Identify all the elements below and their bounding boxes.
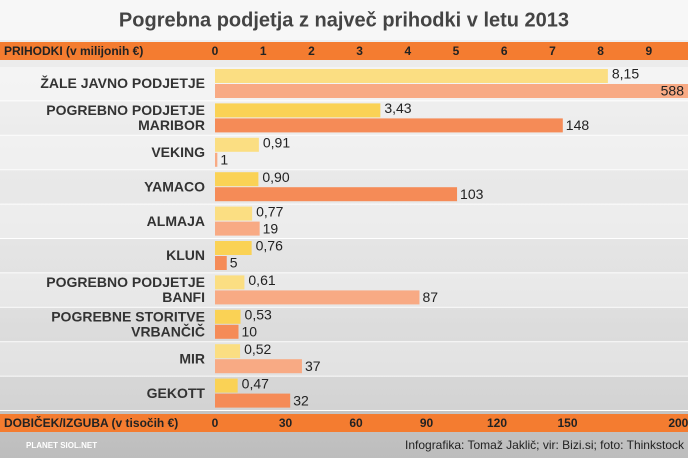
- revenue-label: 0,77: [256, 203, 283, 219]
- chart-title: Pogrebna podjetja z največ prihodki v le…: [119, 9, 569, 31]
- bottom-tick-label: 150: [557, 416, 577, 430]
- revenue-bar: [215, 275, 245, 290]
- bottom-tick-label: 200 ...: [668, 416, 688, 430]
- row-background: [0, 239, 688, 273]
- category-label: MIR: [179, 350, 205, 366]
- profit-label: 1: [220, 152, 228, 168]
- profit-label: 19: [263, 220, 279, 236]
- revenue-bar: [215, 241, 252, 255]
- revenue-label: 0,61: [248, 272, 275, 288]
- category-label: ŽALE JAVNO PODJETJE: [40, 74, 205, 91]
- revenue-bar: [215, 206, 253, 221]
- top-tick-label: 8: [597, 44, 604, 58]
- revenue-bar: [215, 103, 381, 118]
- top-tick-label: 7: [549, 44, 556, 58]
- bottom-tick-label: 60: [349, 416, 363, 430]
- profit-bar: [215, 324, 239, 339]
- bottom-axis-title: DOBIČEK/IZGUBA (v tisočih €): [4, 415, 178, 430]
- profit-label: 588: [661, 83, 685, 99]
- row-background: [0, 170, 688, 204]
- top-axis-title: PRIHODKI (v milijonih €): [4, 44, 143, 58]
- top-tick-label: 1: [260, 44, 267, 58]
- profit-bar: [215, 187, 458, 202]
- top-tick-label: 2: [308, 44, 315, 58]
- category-label: POGREBNO PODJETJE BANFI: [46, 274, 205, 305]
- top-axis-band: [0, 42, 688, 60]
- top-tick-label: 0: [212, 44, 219, 58]
- category-label: ALMAJA: [147, 213, 205, 229]
- top-tick-label: 4: [404, 44, 411, 58]
- profit-label: 148: [566, 117, 590, 133]
- bottom-tick-label: 30: [279, 416, 293, 430]
- title-band: [0, 0, 688, 40]
- category-label: POGREBNE STORITVE VRBANČIČ: [51, 308, 205, 339]
- profit-label: 10: [242, 324, 258, 340]
- source: Infografika: Tomaž Jaklič; vir: Bizi.si;…: [405, 438, 685, 452]
- row-background: [0, 67, 688, 101]
- profit-label: 37: [305, 358, 321, 374]
- revenue-label: 8,15: [612, 66, 639, 82]
- bottom-tick-label: 120: [487, 416, 507, 430]
- row-background: [0, 307, 688, 342]
- category-label: KLUN: [166, 247, 205, 263]
- revenue-bar: [215, 344, 241, 359]
- profit-bar: [215, 221, 260, 236]
- profit-label: 87: [422, 289, 438, 305]
- bottom-tick-label: 0: [212, 416, 219, 430]
- category-label: POGREBNO PODJETJE MARIBOR: [46, 102, 205, 133]
- profit-bar: [215, 152, 218, 167]
- row-background: [0, 135, 688, 170]
- profit-label: 32: [293, 392, 309, 408]
- profit-bar: [215, 290, 420, 305]
- plot: [215, 69, 688, 408]
- profit-bar: [215, 393, 291, 408]
- bottom-tick-label: 90: [420, 416, 434, 430]
- revenue-label: 0,91: [263, 135, 290, 151]
- row-background: [0, 273, 688, 307]
- category-label: YAMACO: [144, 178, 205, 194]
- top-tick-label: 9: [646, 44, 653, 58]
- revenue-bar: [215, 137, 259, 152]
- category-label: VEKING: [151, 144, 205, 160]
- revenue-bar: [215, 309, 241, 324]
- top-tick-label: 5: [453, 44, 460, 58]
- profit-bar: [215, 256, 227, 270]
- profit-label: 5: [230, 255, 238, 271]
- revenue-label: 0,90: [262, 169, 289, 185]
- revenue-bar: [215, 378, 238, 393]
- revenue-label: 3,43: [384, 100, 411, 116]
- category-label: GEKOTT: [147, 385, 206, 401]
- top-tick-label: 6: [501, 44, 508, 58]
- row-background: [0, 204, 688, 238]
- bottom-axis-band: [0, 414, 688, 432]
- profit-bar: [215, 359, 302, 374]
- row-background: [0, 101, 688, 135]
- revenue-label: 0,53: [245, 307, 272, 323]
- row-background: [0, 376, 688, 410]
- top-tick-label: 3: [356, 44, 363, 58]
- logo: PLANET SIOL.NET: [26, 441, 97, 450]
- profit-bar: [215, 118, 563, 133]
- row-background: [0, 342, 688, 376]
- revenue-label: 0,52: [244, 341, 271, 357]
- revenue-bar: [215, 172, 259, 187]
- profit-bar: [215, 84, 688, 98]
- revenue-bar: [215, 69, 608, 83]
- profit-label: 103: [460, 186, 484, 202]
- revenue-label: 0,47: [242, 375, 269, 391]
- revenue-label: 0,76: [256, 238, 283, 254]
